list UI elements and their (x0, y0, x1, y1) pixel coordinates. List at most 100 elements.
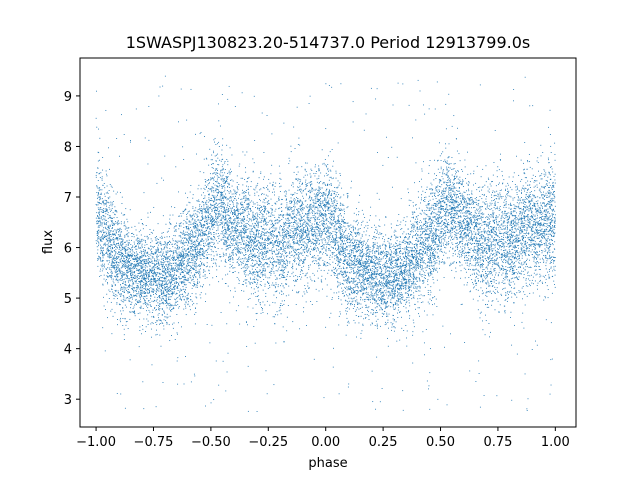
data-point (404, 275, 406, 277)
data-point (488, 188, 490, 190)
data-point (486, 260, 487, 261)
data-point (287, 217, 289, 219)
data-point (238, 305, 240, 307)
data-point (246, 206, 248, 208)
data-point (149, 302, 151, 303)
data-point (467, 210, 469, 212)
data-point (236, 204, 238, 206)
data-point (141, 263, 143, 265)
data-point (99, 196, 101, 198)
data-point (118, 220, 119, 222)
data-point (421, 237, 423, 239)
data-point (114, 229, 116, 231)
data-point (160, 284, 162, 286)
data-point (503, 252, 505, 253)
data-point (354, 281, 356, 282)
data-point (511, 228, 513, 230)
data-point (149, 311, 151, 313)
data-point (465, 207, 467, 209)
data-point (203, 217, 205, 219)
data-point (478, 295, 480, 297)
data-point (491, 241, 493, 243)
data-point (276, 290, 278, 292)
data-point (110, 252, 112, 254)
data-point (236, 216, 238, 218)
data-point (344, 260, 346, 262)
data-point (422, 251, 424, 252)
data-point (432, 198, 434, 200)
data-point (178, 267, 180, 269)
data-point (282, 217, 284, 219)
data-point (503, 179, 505, 181)
data-point (473, 202, 474, 204)
data-point (179, 215, 181, 217)
data-point (537, 200, 539, 202)
data-point (318, 186, 320, 188)
data-point (478, 270, 479, 272)
data-point (392, 272, 394, 274)
data-point (205, 201, 207, 203)
data-point (445, 189, 447, 191)
data-point (119, 260, 121, 262)
data-point (482, 278, 484, 280)
data-point (438, 222, 440, 224)
data-point (404, 252, 406, 254)
data-point (513, 89, 515, 90)
data-point (471, 193, 473, 195)
data-point (397, 257, 399, 259)
data-point (523, 233, 525, 234)
data-point (518, 261, 520, 263)
data-point (131, 239, 132, 241)
data-point (311, 187, 313, 189)
data-point (277, 243, 279, 245)
data-point (482, 214, 484, 216)
data-point (443, 201, 445, 203)
data-point (193, 226, 195, 228)
data-point (178, 266, 180, 268)
data-point (147, 289, 148, 291)
data-point (366, 249, 368, 251)
data-point (543, 225, 545, 227)
data-point (545, 274, 547, 276)
data-point (283, 248, 284, 250)
data-point (249, 273, 251, 275)
data-point (281, 214, 283, 216)
data-point (479, 186, 481, 188)
data-point (169, 255, 171, 257)
data-point (165, 254, 167, 256)
data-point (274, 210, 276, 212)
data-point (470, 258, 472, 260)
data-point (462, 237, 464, 239)
data-point (275, 265, 277, 267)
data-point (292, 289, 293, 291)
data-point (526, 250, 528, 252)
data-point (452, 168, 454, 170)
data-point (190, 266, 192, 268)
data-point (267, 212, 269, 214)
data-point (155, 305, 157, 307)
data-point (315, 240, 317, 242)
data-point (354, 322, 356, 324)
data-point (513, 215, 515, 217)
data-point (378, 262, 380, 264)
data-point (480, 254, 482, 256)
data-point (436, 223, 438, 225)
data-point (299, 260, 301, 262)
data-point (427, 240, 429, 242)
data-point (222, 164, 224, 166)
data-point (225, 209, 227, 211)
data-point (133, 289, 135, 291)
data-point (479, 226, 481, 228)
data-point (283, 249, 285, 251)
data-point (263, 193, 265, 195)
data-point (98, 214, 100, 216)
data-point (133, 266, 135, 268)
data-point (275, 253, 277, 255)
data-point (489, 247, 491, 249)
data-point (464, 277, 466, 279)
data-point (242, 211, 244, 213)
data-point (290, 255, 292, 256)
data-point (424, 252, 426, 253)
data-point (279, 244, 281, 245)
data-point (367, 265, 369, 267)
